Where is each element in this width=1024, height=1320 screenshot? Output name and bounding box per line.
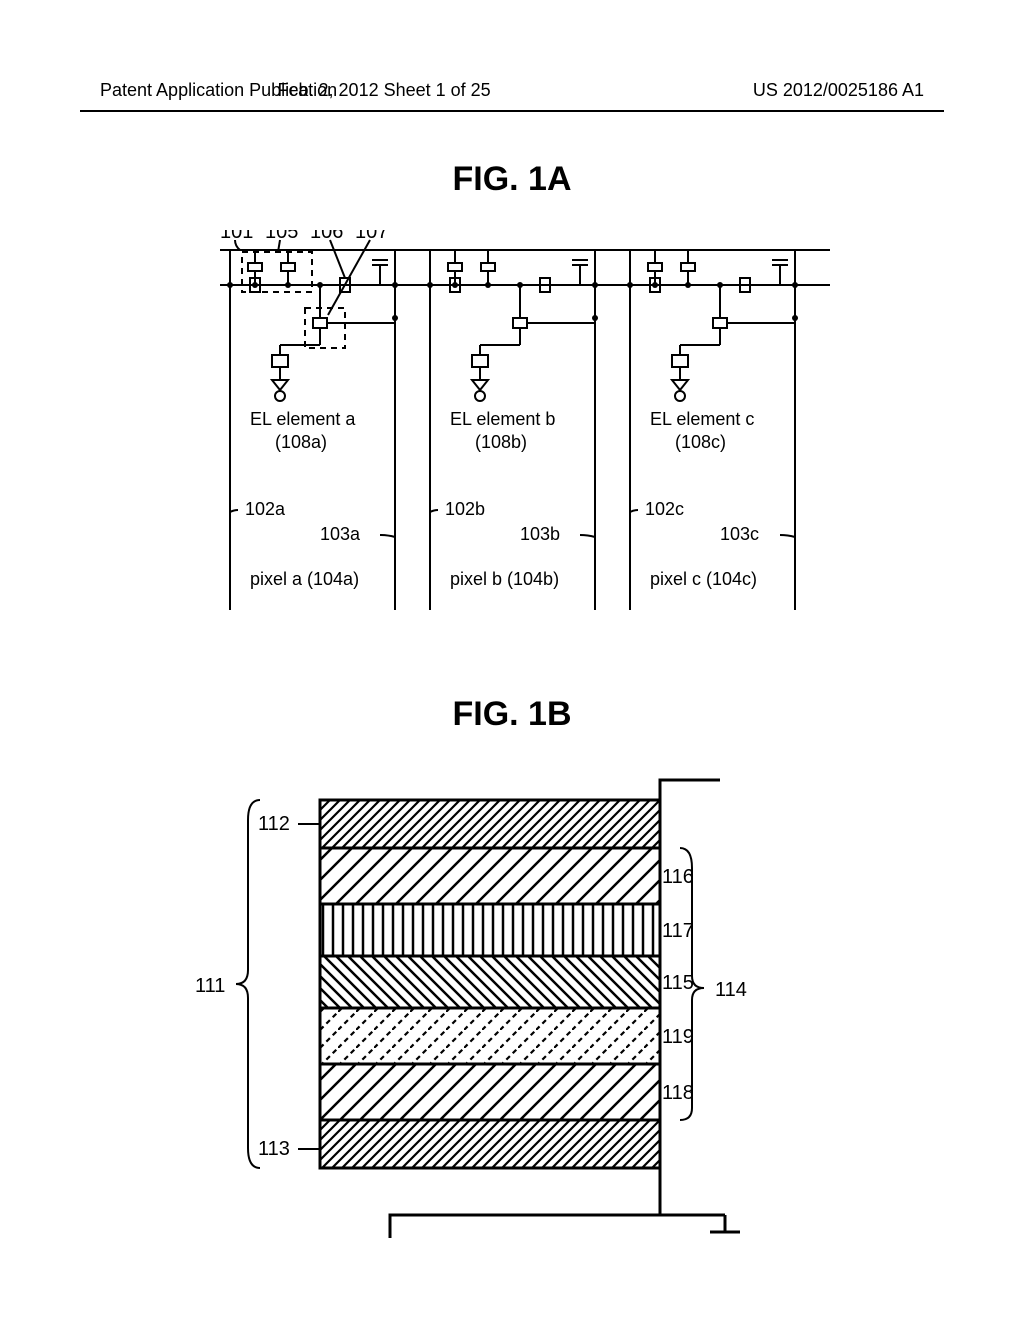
label-102b: 102b xyxy=(445,499,485,519)
svg-text:118: 118 xyxy=(662,1082,694,1104)
label-pixel-b: pixel b (104b) xyxy=(450,569,559,589)
layer-stack xyxy=(320,800,660,1168)
pixel-a-circuit xyxy=(227,250,398,401)
label-pixel-c: pixel c (104c) xyxy=(650,569,757,589)
right-leaders: 116 117 115 119 118 xyxy=(662,866,694,1104)
pixel-c-circuit xyxy=(627,250,798,401)
svg-text:116: 116 xyxy=(662,866,694,888)
fig1a-title: FIG. 1A xyxy=(452,160,571,199)
label-106: 106 xyxy=(310,230,343,243)
page-header: Patent Application Publication Feb. 2, 2… xyxy=(0,80,1024,101)
label-el-a: EL element a xyxy=(250,409,356,429)
svg-text:115: 115 xyxy=(662,972,694,994)
label-102c: 102c xyxy=(645,499,684,519)
svg-text:119: 119 xyxy=(662,1026,694,1048)
label-el-c-ref: (108c) xyxy=(675,432,726,452)
svg-text:117: 117 xyxy=(662,920,694,942)
label-101: 101 xyxy=(220,230,253,243)
label-113: 113 xyxy=(258,1138,290,1160)
label-pixel-a: pixel a (104a) xyxy=(250,569,359,589)
label-105: 105 xyxy=(265,230,298,243)
label-102a: 102a xyxy=(245,499,286,519)
label-103c: 103c xyxy=(720,524,759,544)
header-right: US 2012/0025186 A1 xyxy=(753,80,924,101)
label-103a: 103a xyxy=(320,524,361,544)
label-112: 112 xyxy=(258,813,290,835)
fig1a-diagram: 101 105 106 107 EL element a (108a) EL e… xyxy=(220,230,830,620)
label-111: 111 xyxy=(195,975,225,997)
label-el-b-ref: (108b) xyxy=(475,432,527,452)
fig1b-diagram: 111 114 112 113 116 117 115 119 118 xyxy=(140,760,860,1260)
pixel-b-circuit xyxy=(427,250,598,401)
label-114: 114 xyxy=(715,979,747,1001)
label-el-b: EL element b xyxy=(450,409,555,429)
fig1b-title: FIG. 1B xyxy=(452,695,571,734)
label-el-c: EL element c xyxy=(650,409,754,429)
header-center: Feb. 2, 2012 Sheet 1 of 25 xyxy=(278,80,491,101)
header-rule xyxy=(80,110,944,112)
label-107: 107 xyxy=(355,230,388,243)
label-103b: 103b xyxy=(520,524,560,544)
label-el-a-ref: (108a) xyxy=(275,432,327,452)
